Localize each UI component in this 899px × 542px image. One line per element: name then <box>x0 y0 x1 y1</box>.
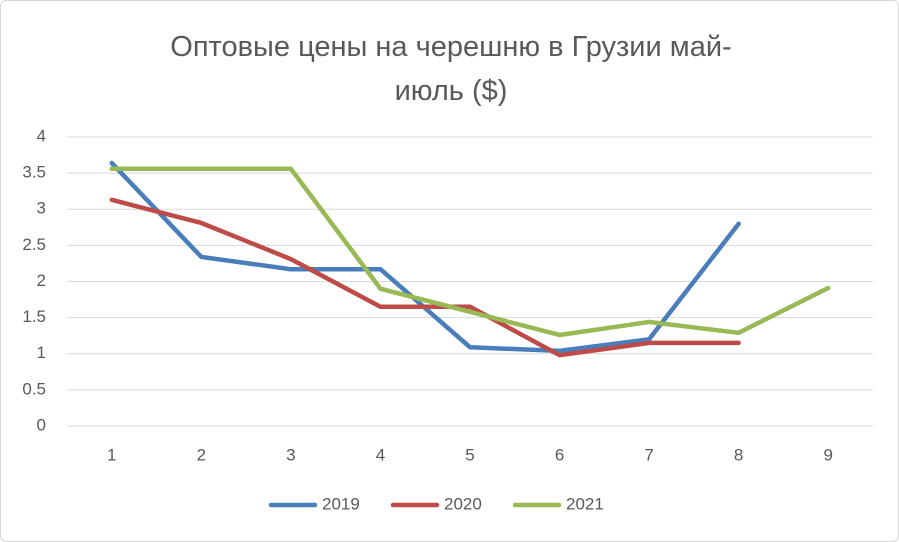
x-tick-label: 5 <box>465 445 474 464</box>
x-tick-label: 1 <box>107 445 116 464</box>
y-tick-label: 1.5 <box>22 307 46 326</box>
y-tick-label: 3.5 <box>22 163 46 182</box>
x-tick-label: 8 <box>734 445 743 464</box>
x-tick-label: 4 <box>376 445 385 464</box>
y-tick-label: 2 <box>37 271 46 290</box>
legend-label: 2020 <box>444 494 482 513</box>
y-tick-label: 0.5 <box>22 379 46 398</box>
x-tick-label: 3 <box>286 445 295 464</box>
x-tick-label: 9 <box>823 445 832 464</box>
y-tick-label: 0 <box>37 415 46 434</box>
data-line <box>109 197 741 358</box>
chart-title: Оптовые цены на черешню в Грузии май-июл… <box>170 31 732 107</box>
y-tick-label: 4 <box>37 126 46 145</box>
legend-label: 2021 <box>566 494 604 513</box>
x-tick-label: 2 <box>197 445 206 464</box>
data-line <box>109 166 831 338</box>
y-tick-label: 1 <box>37 343 46 362</box>
x-tick-label: 6 <box>555 445 564 464</box>
y-tick-label: 2.5 <box>22 235 46 254</box>
y-tick-label: 3 <box>37 199 46 218</box>
x-tick-label: 7 <box>644 445 653 464</box>
legend-label: 2019 <box>322 494 360 513</box>
